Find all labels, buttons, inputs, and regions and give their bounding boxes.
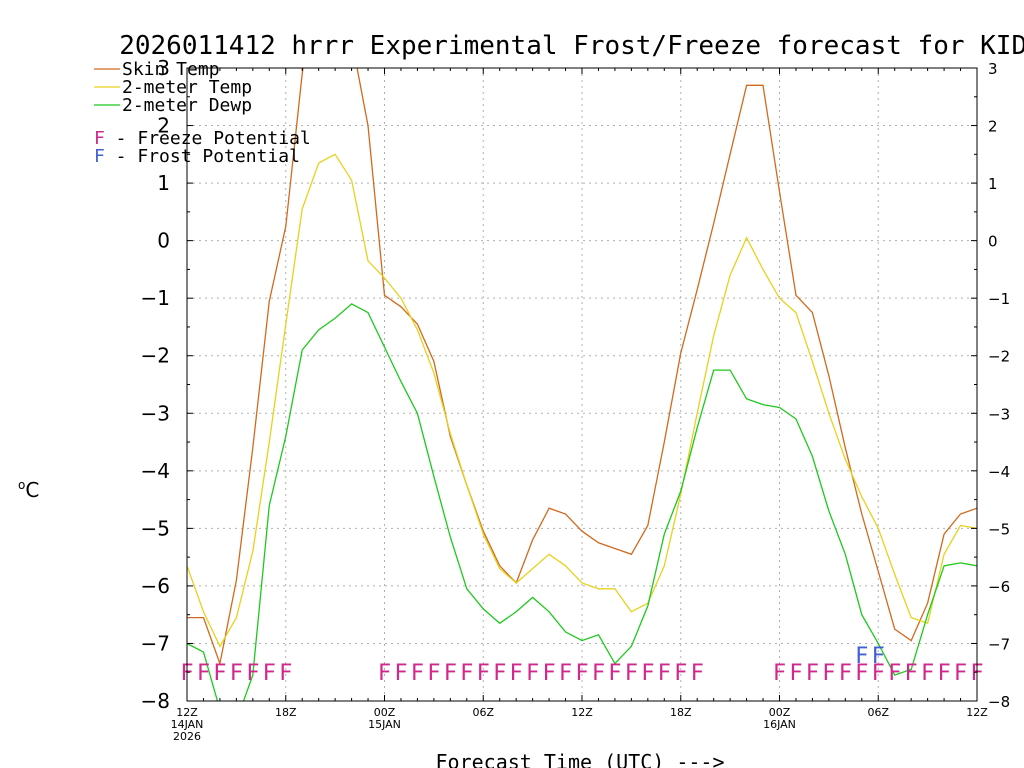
frost-potential-marker: F [855, 644, 868, 669]
y-tick-label-right: −4 [988, 463, 1010, 481]
freeze-potential-marker: F [674, 661, 687, 686]
y-tick-label-left: −1 [141, 286, 170, 310]
y-tick-label-right: −2 [988, 348, 1010, 366]
frost-potential-marker: F [872, 644, 885, 669]
axis-ticks: −8 −8 −7 −7 −6 −6 −5 −5 −4 −4 −3 −3 −2 −2 −1 −1 0 0 1 1 2 2 3 3… [141, 56, 1011, 743]
freeze-potential-marker: F [460, 661, 473, 686]
y-tick-label-right: −6 [988, 578, 1010, 596]
freeze-potential-marker: F [954, 661, 967, 686]
freeze-potential-marker: F [394, 661, 407, 686]
grid [187, 68, 977, 701]
x-tick-label: 06Z [867, 706, 889, 719]
potential-legend-entry: F - Frost Potential [94, 146, 300, 167]
freeze-potential-marker: F [905, 661, 918, 686]
legend-label: 2-meter Temp [122, 77, 252, 98]
freeze-potential-marker: F [477, 661, 490, 686]
y-axis-unit-label: oC [18, 478, 39, 502]
freeze-potential-marker: F [246, 661, 259, 686]
series-layer [187, 68, 977, 701]
freeze-potential-marker: F [230, 661, 243, 686]
x-tick-date-label: 16JAN [763, 718, 796, 731]
freeze-potential-marker: F [937, 661, 950, 686]
y-tick-label-right: 2 [988, 118, 998, 136]
freeze-potential-marker: F [279, 661, 292, 686]
legend-label: 2-meter Dewp [122, 95, 252, 116]
x-tick-label: 06Z [472, 706, 494, 719]
y-tick-label-left: 1 [157, 171, 170, 195]
x-tick-date-label: 2026 [173, 730, 201, 743]
y-tick-label-right: −7 [988, 635, 1010, 653]
freeze-potential-marker: F [427, 661, 440, 686]
potential-legend-letter: F [94, 146, 105, 167]
freeze-potential-marker: F [888, 661, 901, 686]
y-tick-label-left: −4 [141, 459, 170, 483]
y-tick-label-left: 3 [157, 56, 170, 80]
legend-label: Skin Temp [122, 59, 220, 80]
freeze-potential-marker: F [542, 661, 555, 686]
freeze-potential-marker: F [822, 661, 835, 686]
x-tick-label: 12Z [966, 706, 988, 719]
y-tick-label-left: −3 [141, 401, 170, 425]
potential-legend-text: - Freeze Potential [105, 128, 311, 149]
series-skin-temp [187, 68, 977, 667]
freeze-potential-marker: F [444, 661, 457, 686]
potential-legend-letter: F [94, 128, 105, 149]
freeze-potential-marker: F [855, 661, 868, 686]
freeze-potential-marker: F [493, 661, 506, 686]
x-tick-label: 18Z [670, 706, 692, 719]
series-2-meter-temp [187, 153, 977, 648]
y-tick-label-right: −5 [988, 520, 1010, 538]
y-tick-label-right: −1 [988, 290, 1010, 308]
x-tick-date-label: 15JAN [368, 718, 401, 731]
freeze-potential-marker: F [658, 661, 671, 686]
x-axis-title: Forecast Time (UTC) ---> [436, 750, 725, 768]
freeze-potential-marker: F [691, 661, 704, 686]
freeze-potential-marker: F [510, 661, 523, 686]
freeze-potential-marker: F [526, 661, 539, 686]
x-tick-date-label: 14JAN [171, 718, 204, 731]
freeze-potential-marker: F [839, 661, 852, 686]
freeze-potential-marker: F [789, 661, 802, 686]
y-tick-label-right: −8 [988, 693, 1010, 711]
potential-legend-text: - Frost Potential [105, 146, 300, 167]
freeze-potential-marker: F [592, 661, 605, 686]
y-tick-label-right: 3 [988, 60, 998, 78]
freeze-potential-marker: F [378, 661, 391, 686]
freeze-potential-marker: F [213, 661, 226, 686]
freeze-potential-marker: F [641, 661, 654, 686]
y-tick-label-left: −8 [141, 689, 170, 713]
x-tick-label: 18Z [275, 706, 297, 719]
freeze-potential-marker: F [806, 661, 819, 686]
y-tick-label-left: −2 [141, 344, 170, 368]
y-tick-label-left: −5 [141, 516, 170, 540]
freeze-potential-marker: F [411, 661, 424, 686]
freeze-potential-marker: F [625, 661, 638, 686]
freeze-potential-marker: F [263, 661, 276, 686]
freeze-potential-marker: F [872, 661, 885, 686]
y-tick-label-right: 0 [988, 233, 998, 251]
y-tick-label-left: 2 [157, 114, 170, 138]
x-tick-label: 12Z [571, 706, 593, 719]
chart-title: 2026011412 hrrr Experimental Frost/Freez… [119, 31, 1024, 61]
freeze-potential-marker: F [559, 661, 572, 686]
series-2-meter-dewp [187, 303, 977, 701]
freeze-potential-marker: F [921, 661, 934, 686]
y-tick-label-right: 1 [988, 175, 998, 193]
x-tick-label: 00Z [374, 706, 396, 719]
freeze-potential-marker: F [608, 661, 621, 686]
y-tick-label-left: 0 [157, 229, 170, 253]
y-tick-label-left: −6 [141, 574, 170, 598]
y-tick-label-right: −3 [988, 405, 1010, 423]
freeze-potential-marker: F [773, 661, 786, 686]
x-tick-label: 00Z [769, 706, 791, 719]
potential-legend-entry: F - Freeze Potential [94, 128, 311, 149]
x-tick-label: 12Z [176, 706, 198, 719]
freeze-potential-marker: F [575, 661, 588, 686]
freeze-potential-marker: F [197, 661, 210, 686]
plot-frame [186, 67, 978, 702]
y-tick-label-left: −7 [141, 631, 170, 655]
